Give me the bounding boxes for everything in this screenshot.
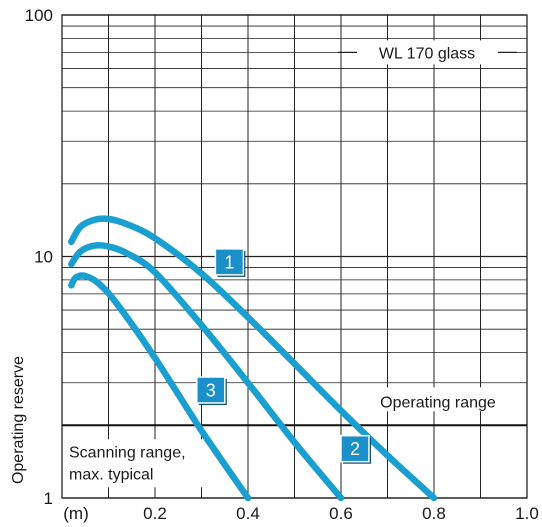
series-line-1 bbox=[68, 215, 438, 502]
range-bands bbox=[62, 387, 527, 488]
y-tick-label: 100 bbox=[25, 6, 53, 25]
series-badges: 1 2 3 bbox=[196, 248, 371, 464]
series-line-3 bbox=[68, 272, 252, 502]
operating-range-pad bbox=[360, 387, 525, 412]
y-tick-label: 1 bbox=[44, 489, 53, 508]
y-axis-label: Operating reserve bbox=[10, 356, 27, 484]
badge-box bbox=[340, 434, 370, 463]
scanning-range-label-line2: max. typical bbox=[69, 466, 153, 483]
badge-box bbox=[196, 376, 226, 404]
scanning-range-pad bbox=[64, 439, 219, 488]
badge-label: 3 bbox=[206, 381, 216, 401]
x-tick-label: 0.4 bbox=[236, 504, 260, 523]
badge-label: 2 bbox=[350, 439, 360, 459]
series-badge-1: 1 bbox=[214, 248, 246, 277]
x-tick-label: 0.6 bbox=[329, 504, 353, 523]
y-tick-label: 10 bbox=[34, 248, 53, 267]
badge-box bbox=[214, 248, 245, 276]
series-layer bbox=[68, 215, 438, 502]
series-badge-3: 3 bbox=[196, 376, 227, 406]
plot-frame bbox=[61, 14, 528, 499]
x-tick-label: 0.8 bbox=[422, 504, 446, 523]
legend-label: WL 170 glass bbox=[379, 45, 475, 62]
x-tick-label: 0.2 bbox=[143, 504, 167, 523]
series-line-2 bbox=[68, 241, 345, 502]
operating-range-label: Operating range bbox=[380, 394, 496, 411]
chart-text: WL 170 glass Operating range Scanning rang… bbox=[10, 6, 539, 523]
legend-pad bbox=[355, 40, 500, 65]
badge-label: 1 bbox=[224, 252, 234, 272]
x-tick-label: 1.0 bbox=[515, 504, 539, 523]
x-axis-label: (m) bbox=[63, 504, 88, 523]
scanning-range-label-line1: Scanning range, bbox=[69, 444, 186, 461]
series-badge-2: 2 bbox=[340, 434, 371, 464]
